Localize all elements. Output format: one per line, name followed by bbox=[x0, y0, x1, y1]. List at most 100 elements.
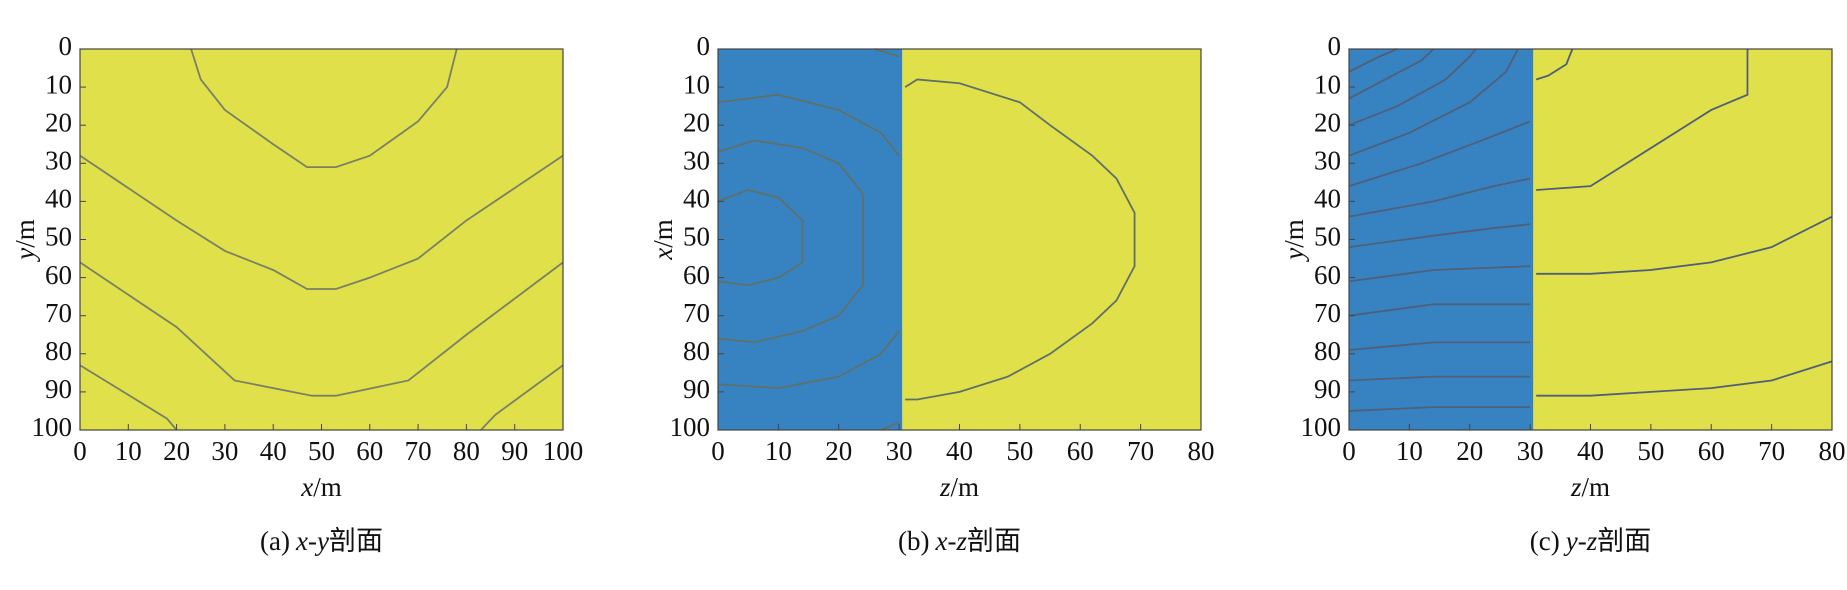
axis-unit: /m bbox=[1582, 472, 1611, 502]
contour-line bbox=[904, 78, 1136, 401]
caption-part: 剖面 bbox=[1597, 526, 1651, 556]
y-tick-label: 30 bbox=[1314, 146, 1341, 176]
x-tick-label: 60 bbox=[356, 436, 383, 466]
y-tick-label: 40 bbox=[683, 184, 710, 214]
y-tick-label: 0 bbox=[1328, 31, 1342, 61]
x-tick-label: 30 bbox=[886, 436, 913, 466]
x-tick-label: 0 bbox=[711, 436, 725, 466]
x-tick-label: 10 bbox=[1396, 436, 1423, 466]
y-tick-label: 60 bbox=[1314, 260, 1341, 290]
caption-part: 剖面 bbox=[967, 526, 1021, 556]
y-tick-label: 80 bbox=[45, 336, 72, 366]
y-tick-label: 0 bbox=[697, 31, 711, 61]
axis-unit: /m bbox=[313, 472, 342, 502]
y-tick-label: 90 bbox=[683, 374, 710, 404]
caption-part: (c) bbox=[1530, 526, 1560, 556]
x-tick-label: 40 bbox=[1577, 436, 1604, 466]
contour-line bbox=[79, 364, 178, 431]
x-tick-label: 20 bbox=[825, 436, 852, 466]
contour-line bbox=[1348, 406, 1531, 412]
contour-line bbox=[1536, 215, 1833, 275]
y-tick-label: 80 bbox=[1314, 336, 1341, 366]
axis-variable: y bbox=[10, 248, 40, 263]
caption: (a) x-y剖面 bbox=[260, 526, 383, 556]
contour-line bbox=[717, 93, 900, 157]
contour-line bbox=[1536, 49, 1749, 191]
y-tick-label: 80 bbox=[683, 336, 710, 366]
x-tick-label: 90 bbox=[501, 436, 528, 466]
y-tick-label: 60 bbox=[45, 260, 72, 290]
caption-part: x-y bbox=[295, 526, 329, 556]
axis-variable: x bbox=[300, 472, 313, 502]
contour-chart: 0 10 20 30 40 50 60 70 80 0 10 20 30 40 50 60 70 80 90 100 z… bbox=[648, 31, 1214, 556]
y-tick-label: 100 bbox=[32, 412, 73, 442]
region bbox=[1349, 49, 1534, 430]
contour-chart: 0 10 20 30 40 50 60 70 80 90 100010203040506070809… bbox=[10, 31, 583, 556]
x-tick-label: 60 bbox=[1067, 436, 1094, 466]
x-tick-label: 80 bbox=[453, 436, 480, 466]
x-tick-label: 0 bbox=[73, 436, 87, 466]
region bbox=[718, 49, 903, 430]
contour-line bbox=[1348, 303, 1531, 317]
y-axis-label: y/m bbox=[10, 219, 40, 263]
y-tick-label: 10 bbox=[1314, 69, 1341, 99]
contour-line bbox=[190, 48, 458, 169]
caption-part: x-z bbox=[935, 526, 968, 556]
x-tick-label: 40 bbox=[946, 436, 973, 466]
x-axis-label: z/m bbox=[1570, 472, 1610, 502]
contour-line bbox=[79, 154, 564, 290]
contour-line bbox=[1535, 48, 1574, 81]
axis-variable: z bbox=[1570, 472, 1582, 502]
x-tick-label: 80 bbox=[1819, 436, 1846, 466]
y-tick-label: 70 bbox=[45, 298, 72, 328]
x-tick-label: 40 bbox=[260, 436, 287, 466]
y-tick-label: 40 bbox=[45, 184, 72, 214]
caption: (b) x-z剖面 bbox=[898, 526, 1021, 556]
y-tick-label: 50 bbox=[45, 222, 72, 252]
x-axis-label: x/m bbox=[300, 472, 342, 502]
y-tick-label: 20 bbox=[683, 107, 710, 137]
contour-line bbox=[1348, 48, 1477, 127]
x-tick-label: 30 bbox=[211, 436, 238, 466]
caption: (c) y-z剖面 bbox=[1530, 526, 1651, 556]
axis-unit: /m bbox=[1279, 219, 1309, 248]
contour-line bbox=[717, 330, 900, 389]
contour-line bbox=[1348, 375, 1531, 382]
x-tick-label: 20 bbox=[1456, 436, 1483, 466]
x-tick-label: 50 bbox=[1006, 436, 1033, 466]
contour-chart: 0 10 20 30 40 50 60 70 80 0 10 20 30 40 50 60 70 80 90 100 z… bbox=[1279, 31, 1845, 556]
contour-line bbox=[880, 421, 900, 431]
contour-line bbox=[1348, 223, 1531, 249]
x-tick-label: 70 bbox=[405, 436, 432, 466]
caption-part: 剖面 bbox=[329, 526, 383, 556]
y-tick-label: 20 bbox=[45, 107, 72, 137]
caption-part: y-z bbox=[1563, 526, 1598, 556]
plot-background bbox=[80, 49, 563, 430]
contour-line bbox=[1348, 120, 1531, 188]
contour-line bbox=[1348, 265, 1531, 283]
contour-line bbox=[1536, 360, 1833, 397]
x-axis-label: z/m bbox=[939, 472, 979, 502]
y-tick-label: 90 bbox=[45, 374, 72, 404]
y-tick-label: 10 bbox=[683, 69, 710, 99]
y-tick-label: 10 bbox=[45, 69, 72, 99]
x-tick-label: 60 bbox=[1698, 436, 1725, 466]
x-tick-label: 70 bbox=[1758, 436, 1785, 466]
x-tick-label: 0 bbox=[1342, 436, 1356, 466]
y-tick-label: 50 bbox=[1314, 222, 1341, 252]
axis-variable: z bbox=[939, 472, 951, 502]
x-tick-label: 10 bbox=[765, 436, 792, 466]
axis-unit: /m bbox=[951, 472, 980, 502]
y-tick-label: 60 bbox=[683, 260, 710, 290]
axis-unit: /m bbox=[648, 219, 678, 248]
x-tick-label: 100 bbox=[543, 436, 584, 466]
y-tick-label: 70 bbox=[683, 298, 710, 328]
y-axis-label: x/m bbox=[648, 219, 678, 261]
y-tick-label: 70 bbox=[1314, 298, 1341, 328]
caption-part: (b) bbox=[898, 526, 929, 556]
y-tick-label: 90 bbox=[1314, 374, 1341, 404]
contour-line bbox=[874, 48, 900, 58]
contour-line bbox=[1348, 48, 1435, 100]
x-tick-label: 10 bbox=[115, 436, 142, 466]
